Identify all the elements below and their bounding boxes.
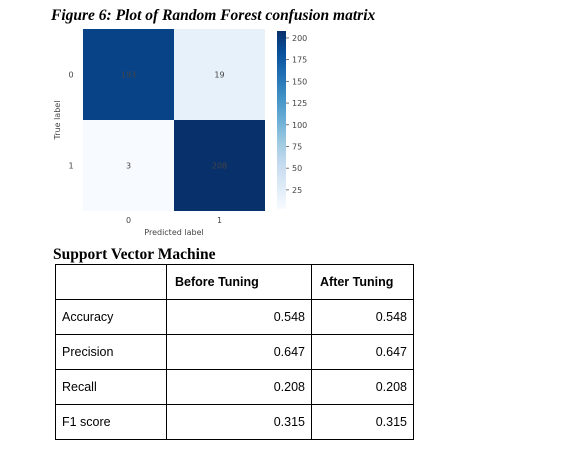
colorbar-tick-label: 175 bbox=[292, 56, 307, 65]
matrix-cell-label: 3 bbox=[126, 162, 131, 171]
header-cell-before-tuning: Before Tuning bbox=[166, 264, 312, 300]
y-axis-label: True label bbox=[53, 101, 62, 141]
matrix-cell-label: 193 bbox=[121, 71, 136, 80]
colorbar-tick-label: 50 bbox=[292, 164, 302, 173]
matrix-cell bbox=[83, 120, 174, 211]
colorbar bbox=[277, 31, 286, 209]
before-tuning-value: 0.548 bbox=[166, 299, 312, 335]
matrix-cell-label: 19 bbox=[214, 71, 224, 80]
header-cell-after-tuning: After Tuning bbox=[311, 264, 414, 300]
metrics-table: Before Tuning After Tuning Accuracy 0.54… bbox=[55, 264, 414, 440]
y-tick-label: 1 bbox=[68, 162, 73, 171]
after-tuning-value: 0.208 bbox=[311, 369, 414, 405]
after-tuning-value: 0.647 bbox=[311, 334, 414, 370]
table-row: Recall 0.208 0.208 bbox=[55, 369, 414, 405]
table-row: Precision 0.647 0.647 bbox=[55, 334, 414, 370]
matrix-cell bbox=[83, 29, 174, 120]
colorbar-tick-label: 200 bbox=[292, 34, 307, 43]
after-tuning-value: 0.548 bbox=[311, 299, 414, 335]
metric-name: Accuracy bbox=[55, 299, 167, 335]
x-tick-label: 0 bbox=[126, 216, 131, 225]
colorbar-tick-label: 100 bbox=[292, 121, 307, 130]
colorbar-tick-label: 150 bbox=[292, 77, 307, 86]
before-tuning-value: 0.647 bbox=[166, 334, 312, 370]
colorbar-tick-label: 25 bbox=[292, 186, 302, 195]
before-tuning-value: 0.315 bbox=[166, 404, 312, 440]
section-title: Support Vector Machine bbox=[53, 246, 216, 263]
matrix-cell bbox=[174, 120, 265, 211]
y-tick-label: 0 bbox=[68, 71, 73, 80]
metric-name: Precision bbox=[55, 334, 167, 370]
table-row: Accuracy 0.548 0.548 bbox=[55, 299, 414, 335]
colorbar-tick-label: 125 bbox=[292, 99, 307, 108]
after-tuning-value: 0.315 bbox=[311, 404, 414, 440]
header-cell-empty bbox=[55, 264, 167, 300]
before-tuning-value: 0.208 bbox=[166, 369, 312, 405]
matrix-cell bbox=[174, 29, 265, 120]
table-row: F1 score 0.315 0.315 bbox=[55, 404, 414, 440]
metric-name: F1 score bbox=[55, 404, 167, 440]
table-header-row: Before Tuning After Tuning bbox=[55, 264, 414, 300]
figure-caption: Figure 6: Plot of Random Forest confusio… bbox=[51, 7, 376, 24]
x-tick-label: 1 bbox=[217, 216, 222, 225]
matrix-cell-label: 208 bbox=[212, 162, 227, 171]
colorbar-tick-label: 75 bbox=[292, 142, 302, 151]
x-axis-label: Predicted label bbox=[144, 228, 203, 237]
metric-name: Recall bbox=[55, 369, 167, 405]
